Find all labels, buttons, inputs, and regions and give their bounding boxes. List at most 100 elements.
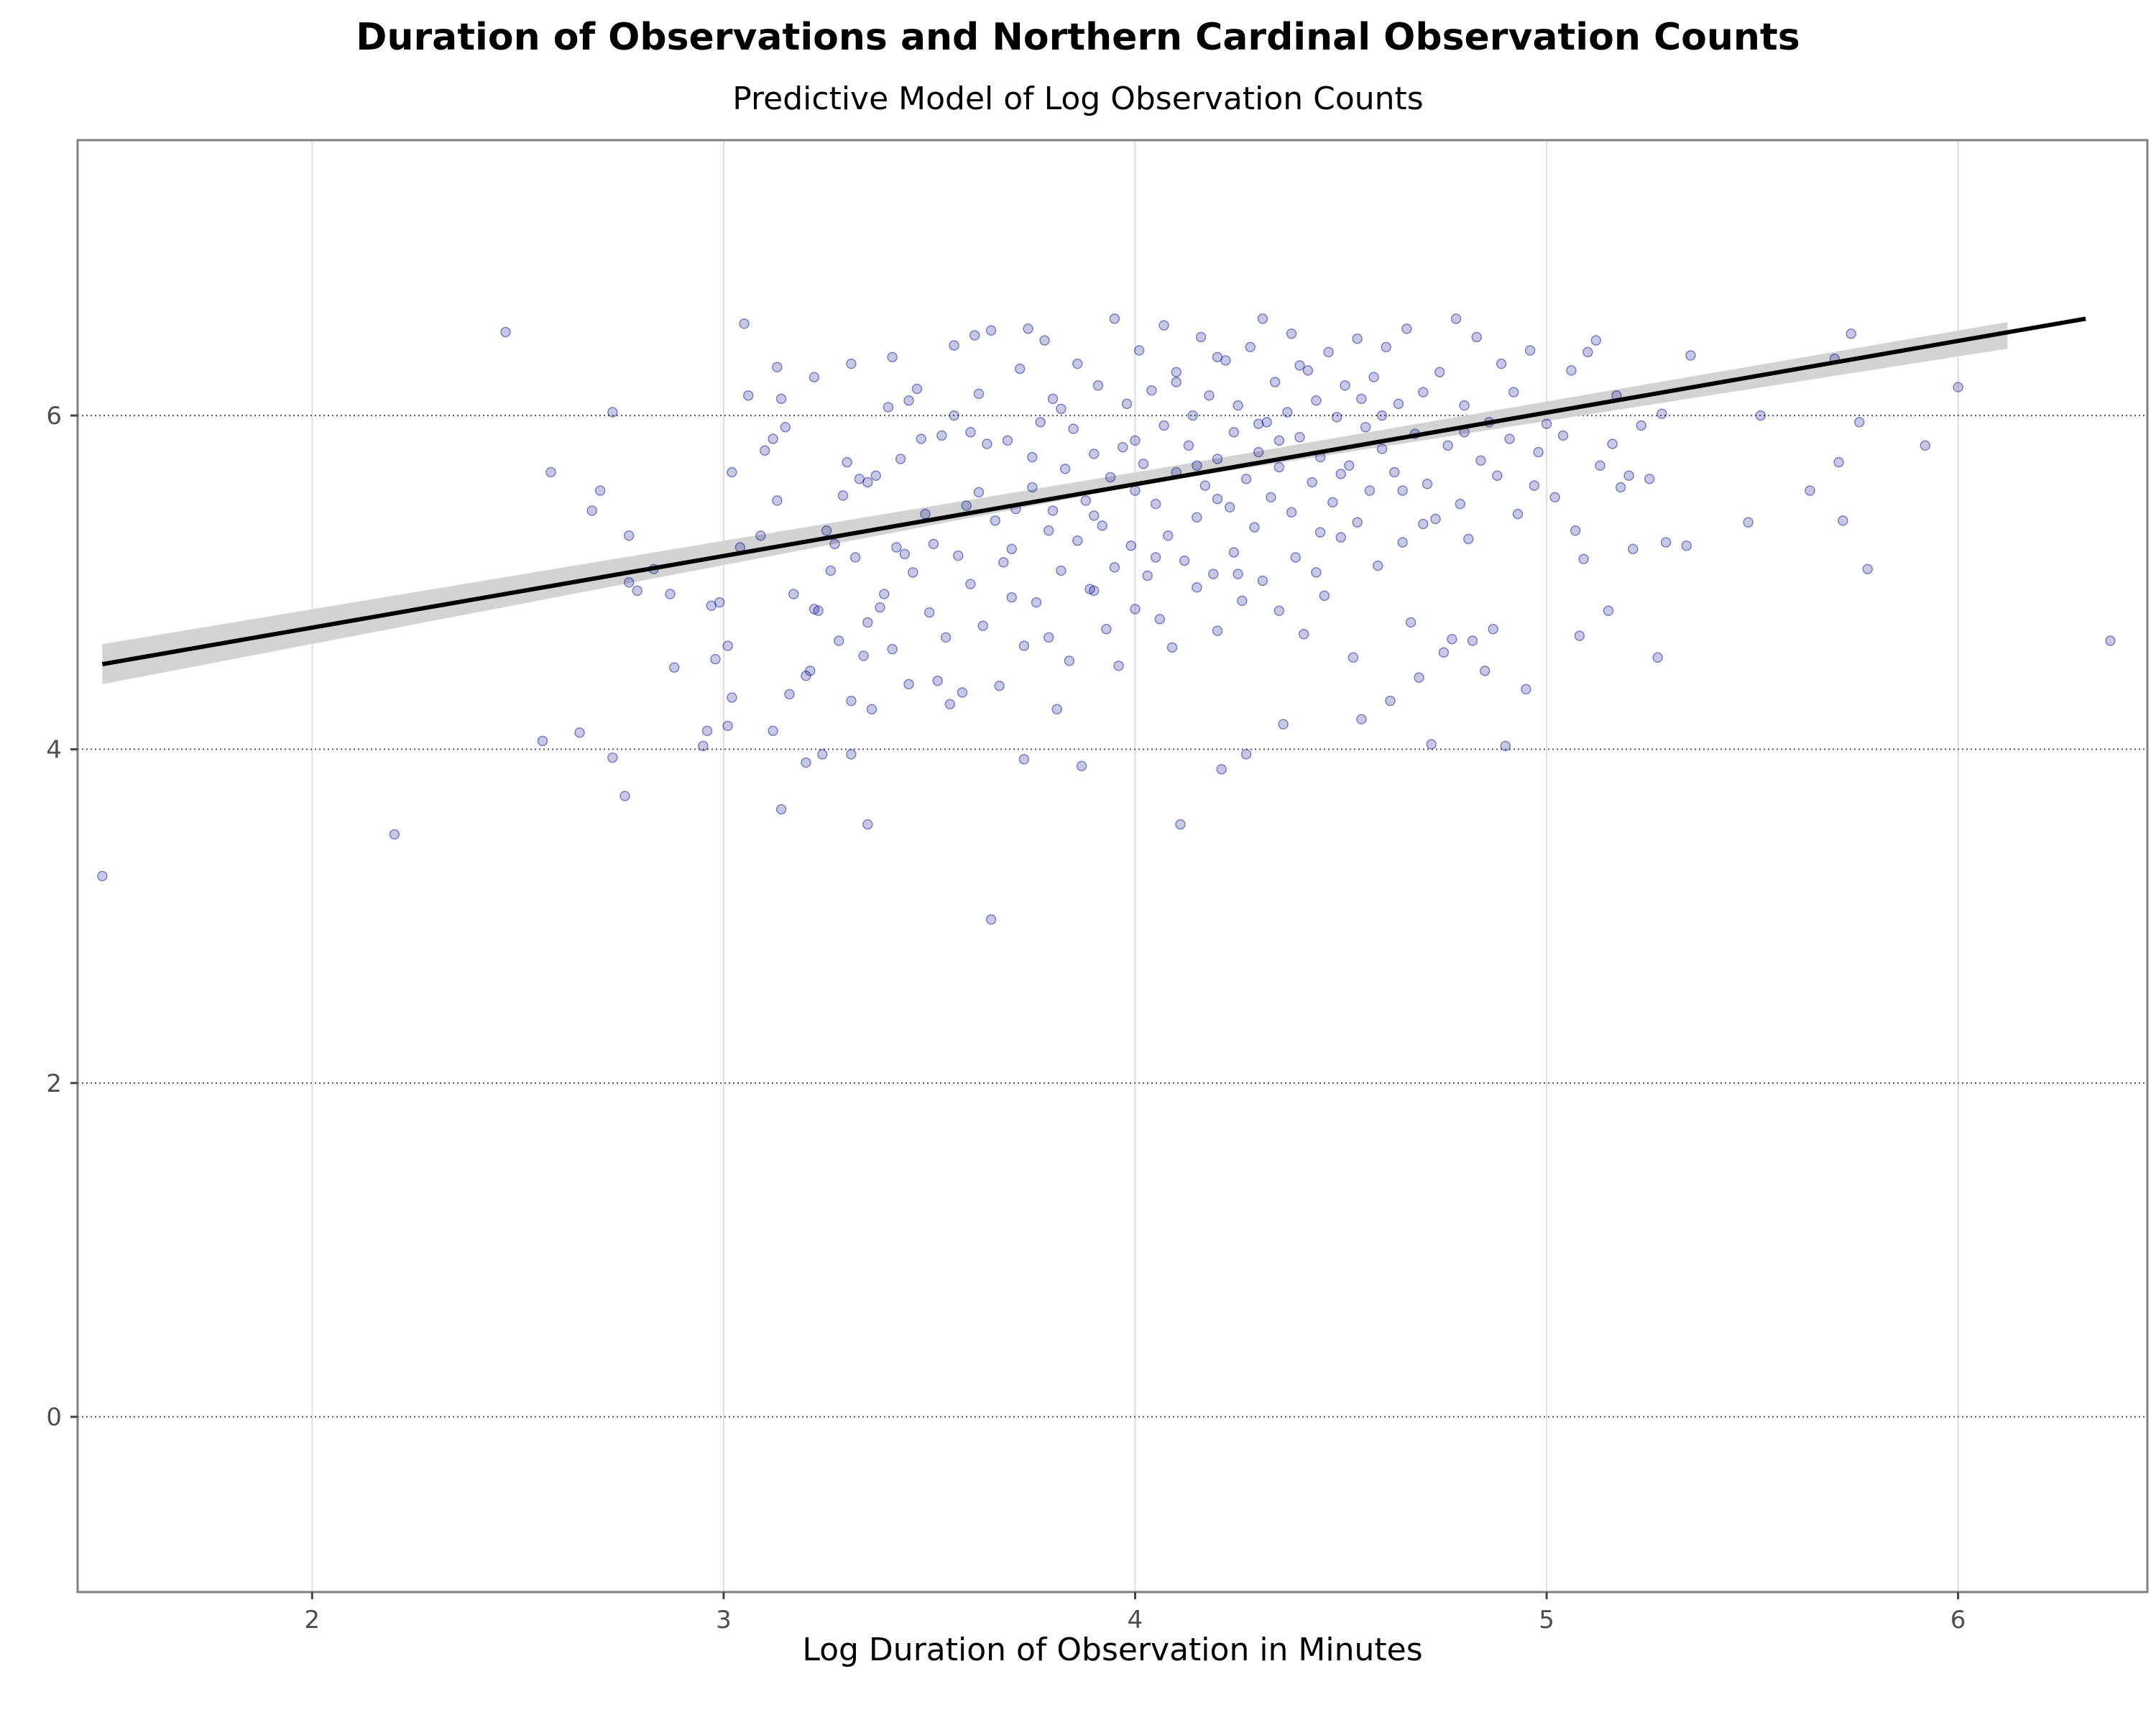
data-point xyxy=(1570,525,1581,536)
data-point xyxy=(1068,423,1079,434)
data-point xyxy=(837,490,849,501)
data-point xyxy=(957,687,968,698)
data-point xyxy=(920,508,931,520)
data-point xyxy=(755,530,766,541)
data-point xyxy=(1294,360,1305,371)
data-point xyxy=(940,632,952,643)
chart-subtitle: Predictive Model of Log Observation Coun… xyxy=(732,80,1424,117)
data-point xyxy=(1846,328,1857,339)
data-point xyxy=(1307,477,1317,488)
data-point xyxy=(1105,472,1116,483)
data-point xyxy=(1557,430,1569,441)
data-point xyxy=(1204,390,1215,401)
data-point xyxy=(1273,461,1285,473)
data-point xyxy=(1158,320,1169,331)
data-point xyxy=(1245,341,1256,353)
data-point xyxy=(808,372,820,382)
data-point xyxy=(759,445,770,456)
data-point xyxy=(1500,740,1511,752)
data-point xyxy=(862,617,873,628)
x-tick-label: 4 xyxy=(1128,1606,1143,1634)
data-point xyxy=(1471,331,1482,343)
data-point xyxy=(1583,346,1593,358)
data-point xyxy=(1249,522,1260,533)
data-point xyxy=(821,525,832,536)
data-point xyxy=(1199,480,1211,491)
data-point xyxy=(1496,358,1507,369)
data-point xyxy=(1150,498,1161,510)
data-point xyxy=(1266,492,1276,503)
confidence-band xyxy=(102,322,2008,684)
data-point xyxy=(1130,435,1141,446)
data-point xyxy=(1335,532,1347,543)
data-point xyxy=(973,388,985,400)
data-point xyxy=(1018,640,1030,651)
data-point xyxy=(1541,418,1552,429)
data-point xyxy=(911,383,923,395)
data-point xyxy=(1171,367,1181,377)
plot-border xyxy=(76,139,2149,1593)
data-point xyxy=(1273,435,1285,446)
data-point xyxy=(1853,417,1865,428)
data-point xyxy=(1187,410,1198,421)
data-point xyxy=(1524,345,1536,356)
data-point xyxy=(1455,498,1466,510)
axis-ticks: 2 3 4 5 6 0 2 4 6 xyxy=(46,402,1966,1634)
data-point xyxy=(768,433,778,444)
data-point xyxy=(1628,543,1639,555)
data-point xyxy=(1109,562,1120,573)
data-point xyxy=(1529,480,1540,491)
data-point xyxy=(537,735,548,747)
data-point xyxy=(1920,440,1931,451)
data-point xyxy=(808,604,820,615)
data-point xyxy=(1118,441,1128,453)
data-point xyxy=(1418,518,1429,530)
data-point xyxy=(1348,652,1359,663)
data-point xyxy=(500,326,511,338)
data-point xyxy=(998,557,1009,568)
data-point xyxy=(1097,520,1107,531)
data-point xyxy=(878,589,890,599)
data-point xyxy=(1286,328,1297,339)
data-point xyxy=(932,676,943,686)
data-point xyxy=(1072,535,1083,546)
data-point xyxy=(1192,460,1202,472)
plot-panel xyxy=(78,140,2147,1592)
data-point xyxy=(1623,470,1634,481)
data-point xyxy=(1044,632,1054,643)
data-point xyxy=(1183,440,1194,451)
data-point xyxy=(866,704,877,714)
data-point xyxy=(1368,372,1379,382)
chart-title: Duration of Observations and Northern Ca… xyxy=(356,16,1800,59)
fit-line-layer xyxy=(101,316,2086,667)
data-point xyxy=(1233,400,1243,411)
data-point xyxy=(1088,585,1100,597)
data-point xyxy=(990,515,1001,526)
data-point xyxy=(1352,517,1363,528)
data-point xyxy=(1603,605,1614,617)
data-point xyxy=(1652,652,1663,663)
data-point xyxy=(1212,625,1223,636)
data-point xyxy=(1179,555,1190,566)
data-point xyxy=(1426,739,1437,750)
data-point xyxy=(1508,387,1519,397)
data-point xyxy=(1463,533,1474,545)
data-point xyxy=(928,538,939,550)
data-point xyxy=(1660,537,1672,548)
data-point xyxy=(1269,377,1281,387)
data-point xyxy=(1376,443,1388,454)
data-point xyxy=(1755,410,1766,421)
data-point xyxy=(1657,408,1667,420)
data-point xyxy=(895,454,906,464)
x-tick-label: 5 xyxy=(1539,1606,1554,1634)
data-point xyxy=(1047,393,1059,405)
data-point xyxy=(846,695,857,707)
data-point xyxy=(1311,567,1322,578)
y-tick-label: 0 xyxy=(46,1403,62,1432)
data-point xyxy=(714,597,725,608)
data-point xyxy=(1080,495,1092,506)
data-point xyxy=(1006,592,1017,603)
data-point xyxy=(883,402,894,413)
data-point xyxy=(1311,395,1322,406)
data-point xyxy=(1438,647,1450,658)
